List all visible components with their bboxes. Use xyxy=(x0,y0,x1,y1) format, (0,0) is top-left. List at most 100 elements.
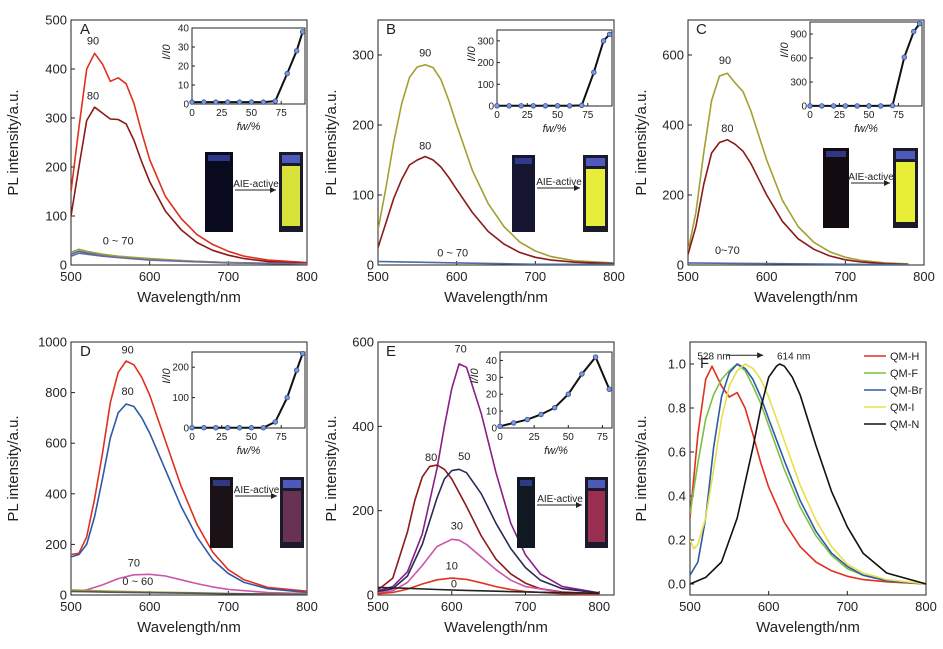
inset-data-point xyxy=(819,103,825,109)
inset-x-label: fw/% xyxy=(544,445,568,457)
inset-data-point xyxy=(189,424,195,431)
y-tick-label: 300 xyxy=(352,48,374,63)
x-axis-label: Wavelength/nm xyxy=(444,289,548,306)
inset-data-point xyxy=(201,424,207,431)
series-line-0-70 xyxy=(688,262,909,265)
inset-data-point xyxy=(284,394,290,401)
inset-x-label: fw/% xyxy=(237,121,261,133)
inset-data-point xyxy=(272,419,278,425)
inset-x-tick-label: 75 xyxy=(582,110,594,121)
peak-label: 528 nm xyxy=(697,351,730,362)
series-line-qm-i xyxy=(690,363,926,585)
aie-active-label: AIE-active xyxy=(537,494,583,505)
vial-cap-glow xyxy=(282,155,300,163)
y-axis-label: PL intensity/a.u. xyxy=(633,415,650,521)
series-line-70 xyxy=(378,363,600,594)
y-tick-label: 400 xyxy=(662,118,684,133)
curve-annotation: 70 xyxy=(128,558,140,570)
inset-y-label: I/I0 xyxy=(161,43,173,59)
x-tick-label: 500 xyxy=(367,269,389,284)
inset-data-point xyxy=(866,103,872,109)
inset-x-tick-label: 50 xyxy=(563,432,575,443)
legend-label: QM-I xyxy=(890,402,914,414)
inset-data-point xyxy=(901,54,908,60)
y-axis-label: PL intensity/a.u. xyxy=(323,89,340,195)
y-axis-label: PL intensity/a.u. xyxy=(5,415,22,521)
inset-data-point xyxy=(889,102,896,109)
inset-data-point xyxy=(830,103,837,109)
inset-data-point xyxy=(272,98,278,104)
panel-letter: E xyxy=(386,343,396,360)
series-line-70 xyxy=(71,573,307,595)
inset-frame xyxy=(191,27,306,105)
inset-data-point xyxy=(497,423,503,430)
y-tick-label: 200 xyxy=(352,118,374,133)
x-tick-label: 700 xyxy=(217,599,239,614)
vial-photos: AIE-active xyxy=(512,155,608,232)
x-tick-label: 500 xyxy=(60,269,82,284)
series-line-extra-4 xyxy=(71,590,307,595)
curve-annotation: 30 xyxy=(451,521,463,533)
inset-x-tick-label: 50 xyxy=(552,110,564,121)
inset-x-tick-label: 0 xyxy=(494,110,500,121)
y-tick-label: 200 xyxy=(662,188,684,203)
vial-cap-glow xyxy=(586,158,605,166)
inset-data-point xyxy=(299,350,306,357)
curve-annotation: 50 xyxy=(458,451,470,463)
inset-data-point xyxy=(248,424,255,431)
series-line-50 xyxy=(378,468,600,594)
vial-photo-after xyxy=(896,162,915,222)
inset-trend-line xyxy=(192,31,304,104)
plot-frame xyxy=(377,19,615,266)
x-tick-label: 800 xyxy=(588,599,610,614)
vial-photos: AIE-active xyxy=(205,152,303,232)
y-tick-label: 200 xyxy=(45,537,67,552)
x-tick-label: 700 xyxy=(524,269,546,284)
inset-chart: 0 25 50 75 0 10 20 30 40 fw/% I/I0 xyxy=(469,351,613,457)
inset-x-label: fw/% xyxy=(543,123,567,135)
x-tick-label: 800 xyxy=(913,269,935,284)
curve-annotation: 90 xyxy=(122,344,134,356)
inset-y-tick-label: 100 xyxy=(172,393,189,404)
y-axis-label: PL intensity/a.u. xyxy=(633,89,650,195)
curve-annotation: 0 xyxy=(451,578,457,590)
aie-active-label: AIE-active xyxy=(848,172,894,183)
x-axis-label: Wavelength/nm xyxy=(754,289,858,306)
vial-photo-before xyxy=(823,148,849,228)
x-tick-label: 700 xyxy=(515,599,537,614)
inset-y-tick-label: 10 xyxy=(486,407,498,418)
y-tick-label: 0.2 xyxy=(668,533,686,548)
y-tick-label: 600 xyxy=(662,48,684,63)
inset-y-tick-label: 0 xyxy=(488,102,494,113)
x-axis-label: Wavelength/nm xyxy=(137,289,241,306)
series-line-80 xyxy=(378,464,600,595)
vial-cap-glow xyxy=(520,480,532,486)
inset-x-label: fw/% xyxy=(854,123,878,135)
panel-letter: F xyxy=(700,355,709,372)
series-line-80 xyxy=(71,106,307,265)
inset-data-point xyxy=(911,28,917,35)
inset-x-tick-label: 50 xyxy=(246,432,258,443)
panel-letter: C xyxy=(696,21,707,38)
vial-photos: AIE-active xyxy=(823,148,918,228)
x-tick-label: 700 xyxy=(217,269,239,284)
y-tick-label: 0 xyxy=(60,258,67,273)
inset-y-label: I/I0 xyxy=(466,45,478,61)
inset-x-tick-label: 0 xyxy=(497,432,503,443)
inset-y-tick-label: 20 xyxy=(486,390,498,401)
aie-active-label: AIE-active xyxy=(536,177,582,188)
inset-y-tick-label: 300 xyxy=(477,36,494,47)
inset-chart: 0 25 50 75 0 300 600 900 fw/% I/I0 xyxy=(779,20,923,135)
x-tick-label: 800 xyxy=(915,599,937,614)
x-tick-label: 600 xyxy=(441,599,463,614)
legend-label: QM-N xyxy=(890,419,919,431)
x-tick-label: 600 xyxy=(139,269,161,284)
inset-frame xyxy=(191,351,306,429)
vial-photo-after xyxy=(586,169,605,226)
inset-data-point xyxy=(284,70,290,77)
inset-data-point xyxy=(236,424,243,431)
x-axis-label: Wavelength/nm xyxy=(137,619,241,636)
curve-annotation: 10 xyxy=(446,561,458,573)
y-tick-label: 100 xyxy=(45,209,67,224)
legend-label: QM-H xyxy=(890,351,919,363)
